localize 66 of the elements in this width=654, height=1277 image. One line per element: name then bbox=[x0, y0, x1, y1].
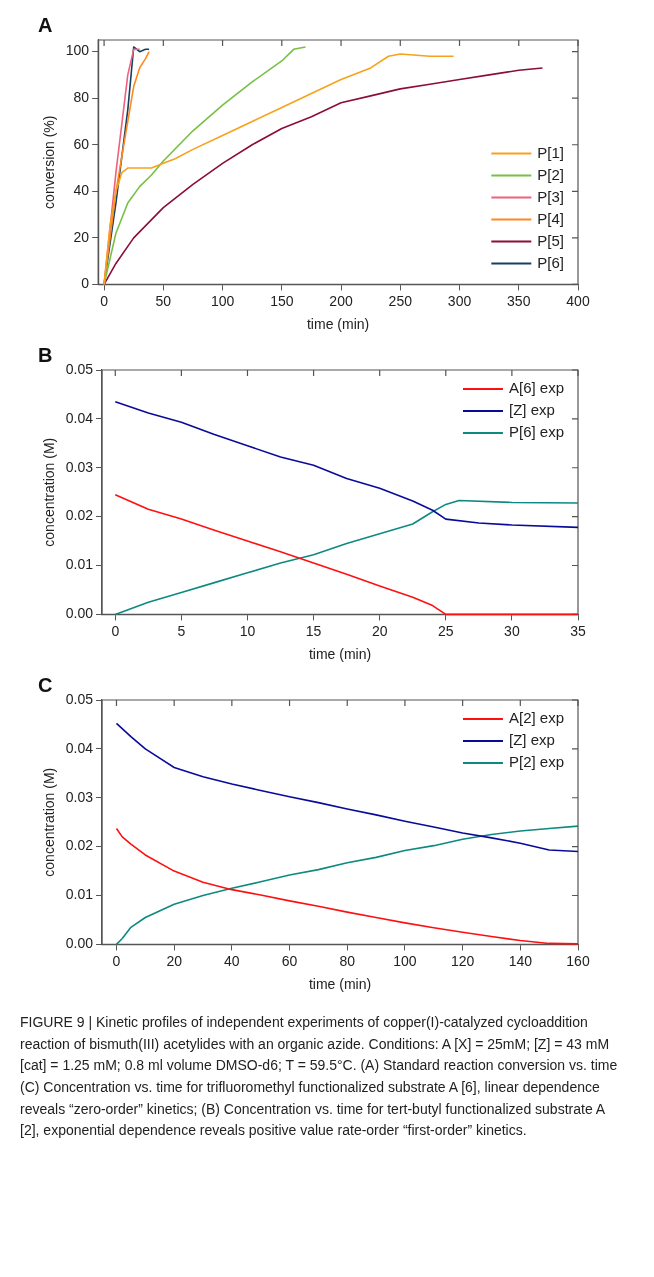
chart-title: B bbox=[38, 343, 53, 366]
legend-label: [Z] exp bbox=[508, 401, 555, 419]
legend-label: P[5] bbox=[537, 231, 565, 249]
legend-label: P[1] bbox=[537, 143, 565, 161]
x-tick-label: 10 bbox=[239, 622, 256, 639]
legend-label: P[3] bbox=[537, 187, 565, 205]
y-tick-label: 0.00 bbox=[65, 935, 94, 952]
y-tick-label: 80 bbox=[73, 89, 90, 106]
y-tick-label: 0.05 bbox=[65, 360, 94, 377]
y-tick-label: 60 bbox=[73, 135, 90, 152]
x-tick-label: 50 bbox=[155, 292, 172, 309]
x-tick-label: 100 bbox=[210, 292, 235, 309]
x-tick-label: 350 bbox=[507, 292, 531, 309]
legend-label: P[2] exp bbox=[508, 753, 565, 771]
y-tick-label: 0.04 bbox=[65, 409, 94, 426]
legend-label: P[4] bbox=[537, 209, 565, 227]
legend-label: [Z] exp bbox=[508, 731, 555, 749]
x-tick-label: 0 bbox=[112, 952, 121, 969]
x-tick-label: 60 bbox=[281, 952, 298, 969]
legend-label: P[2] bbox=[537, 165, 565, 183]
legend-label: P[6] bbox=[537, 253, 565, 271]
x-tick-label: 0 bbox=[100, 292, 109, 309]
legend-label: A[6] exp bbox=[508, 379, 565, 397]
y-tick-label: 0.05 bbox=[65, 690, 94, 707]
x-axis-title: time (min) bbox=[308, 976, 372, 993]
x-tick-label: 30 bbox=[504, 622, 520, 639]
caption: FIGURE 9 | Kinetic profiles of independent experiments of copper(I)-catalyzed cycloaddition reaction of bismuth(III) acetylides with an organic azide. Conditions: A [X] = 25mM; [Z] = 43 mM [cat] = 1.25 mM; 0.8 ml volume DMSO-d6; T = 59.5°C. (A) Standard reaction conversion vs. time (C) Concentration vs. time for trifluoromethyl functionalized substrate A [6], linear dependence reveals “zero-order” kinetics; (B) Concentration vs. time for tert-butyl functionalized substrate A [2], exponential dependence reveals positive value rate-order “first-order” kinetics. bbox=[20, 1013, 619, 1141]
x-tick-label: 40 bbox=[224, 952, 240, 969]
y-tick-label: 0.00 bbox=[65, 605, 94, 622]
x-tick-label: 5 bbox=[177, 622, 186, 639]
x-tick-label: 300 bbox=[447, 292, 472, 309]
y-tick-label: 0.03 bbox=[65, 788, 94, 805]
y-tick-label: 100 bbox=[65, 42, 90, 59]
y-axis-title: concentration (M) bbox=[41, 767, 58, 877]
y-tick-label: 0.04 bbox=[65, 739, 94, 756]
x-tick-label: 250 bbox=[388, 292, 413, 309]
x-tick-label: 200 bbox=[329, 292, 353, 309]
x-tick-label: 400 bbox=[566, 292, 590, 309]
y-tick-label: 40 bbox=[73, 182, 90, 199]
y-tick-label: 0 bbox=[81, 275, 90, 292]
x-tick-label: 15 bbox=[305, 622, 322, 639]
x-axis-title: time (min) bbox=[306, 316, 370, 333]
x-tick-label: 150 bbox=[270, 292, 294, 309]
x-tick-label: 160 bbox=[566, 952, 590, 969]
x-tick-label: 120 bbox=[450, 952, 475, 969]
y-tick-label: 0.03 bbox=[65, 458, 94, 475]
legend-label: A[2] exp bbox=[508, 709, 565, 727]
x-tick-label: 100 bbox=[393, 952, 417, 969]
y-tick-label: 0.02 bbox=[65, 507, 94, 524]
x-axis-title: time (min) bbox=[308, 646, 372, 663]
chart-title: A bbox=[38, 13, 53, 36]
x-tick-label: 80 bbox=[339, 952, 356, 969]
x-tick-label: 140 bbox=[508, 952, 533, 969]
y-tick-label: 20 bbox=[73, 228, 90, 245]
legend-label: P[6] exp bbox=[508, 423, 565, 441]
y-tick-label: 0.01 bbox=[65, 886, 94, 903]
y-tick-label: 0.01 bbox=[65, 556, 94, 573]
x-tick-label: 35 bbox=[570, 622, 586, 639]
x-tick-label: 20 bbox=[166, 952, 183, 969]
x-tick-label: 0 bbox=[111, 622, 120, 639]
y-axis-title: conversion (%) bbox=[41, 115, 58, 209]
x-tick-label: 25 bbox=[438, 622, 454, 639]
chart-title: C bbox=[38, 673, 53, 696]
y-axis-title: concentration (M) bbox=[41, 437, 58, 547]
y-tick-label: 0.02 bbox=[65, 837, 94, 854]
x-tick-label: 20 bbox=[371, 622, 388, 639]
